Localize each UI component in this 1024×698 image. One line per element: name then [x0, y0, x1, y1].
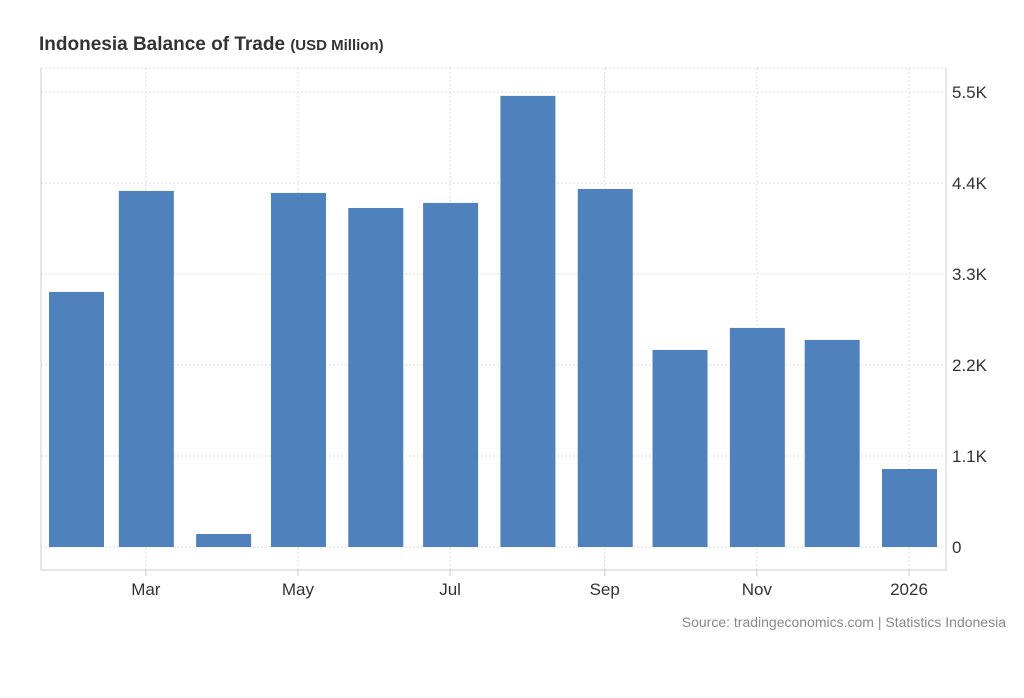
bar-2025-03 [118, 190, 174, 547]
title-unit: (USD Million) [290, 37, 384, 54]
bar-2025-09 [577, 188, 633, 547]
x-tick-label: Nov [742, 580, 773, 599]
bar-2025-12 [804, 339, 860, 547]
x-tick-label: Sep [590, 580, 620, 599]
y-tick-label: 4.4K [952, 174, 988, 193]
bar-2025-04 [196, 534, 252, 547]
bar-2025-11 [729, 327, 785, 547]
bar-2025-08 [500, 95, 556, 547]
x-tick-label: Jul [439, 580, 461, 599]
y-tick-label: 5.5K [952, 83, 988, 102]
x-tick-label: May [282, 580, 315, 599]
y-tick-label: 1.1K [952, 447, 988, 466]
bar-2025-05 [270, 192, 326, 547]
chart-title: Indonesia Balance of Trade (USD Million) [39, 34, 384, 56]
x-tick-label: Mar [131, 580, 161, 599]
bar-2025-02 [49, 291, 104, 547]
x-tick-label: 2026 [890, 580, 928, 599]
y-tick-label: 0 [952, 538, 961, 557]
title-text: Indonesia Balance of Trade [39, 34, 286, 55]
y-tick-label: 2.2K [952, 356, 988, 375]
bar-2025-06 [348, 207, 404, 547]
bar-2026-01 [881, 468, 937, 547]
y-tick-label: 3.3K [952, 265, 988, 284]
bar-2025-10 [652, 349, 708, 547]
source-note: Source: tradingeconomics.com | Statistic… [681, 614, 1006, 630]
bar-2025-07 [423, 202, 479, 548]
